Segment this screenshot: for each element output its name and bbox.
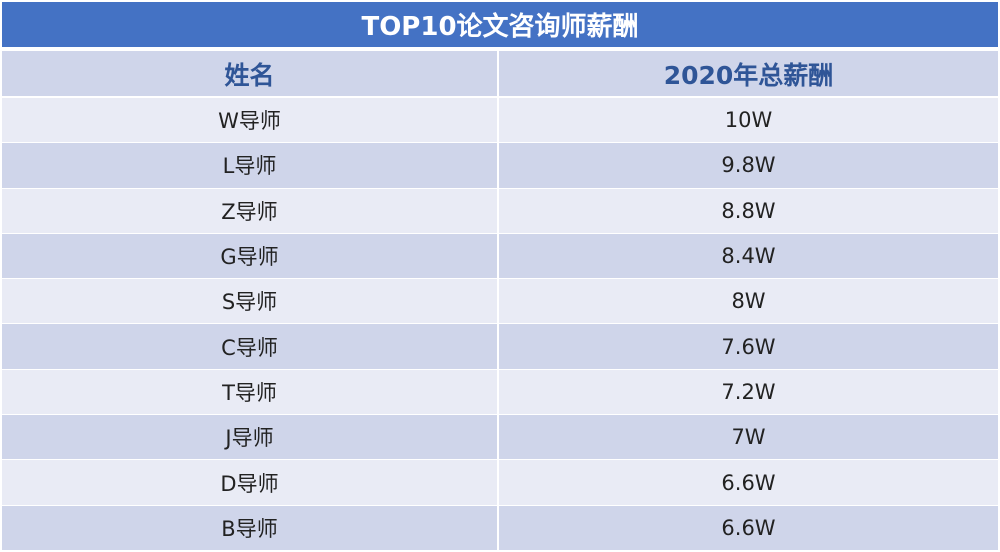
table-row: L导师 9.8W xyxy=(2,142,998,188)
cell-name: W导师 xyxy=(2,98,499,143)
cell-name: T导师 xyxy=(2,369,499,415)
cell-name: D导师 xyxy=(2,460,499,505)
cell-name: B导师 xyxy=(2,505,499,550)
table-header-row: 姓名 2020年总薪酬 xyxy=(2,51,998,96)
cell-salary: 9.8W xyxy=(499,143,998,188)
cell-name: S导师 xyxy=(2,279,499,324)
cell-salary: 6.6W xyxy=(499,505,998,550)
cell-name: Z导师 xyxy=(2,188,499,233)
cell-salary: 8.4W xyxy=(499,233,998,279)
cell-salary: 10W xyxy=(499,98,998,143)
table-row: S导师 8W xyxy=(2,278,998,324)
table-row: C导师 7.6W xyxy=(2,323,998,369)
cell-salary: 8W xyxy=(499,279,998,324)
table-row: T导师 7.2W xyxy=(2,368,998,415)
cell-name: L导师 xyxy=(2,143,499,188)
cell-name: C导师 xyxy=(2,324,499,369)
table-body: W导师 10W L导师 9.8W Z导师 8.8W G导师 8.4W S导师 8W C导师 7.6W T… xyxy=(2,97,998,550)
cell-salary: 7W xyxy=(499,415,998,460)
table-row: Z导师 8.8W xyxy=(2,187,998,233)
table-row: G导师 8.4W xyxy=(2,232,998,279)
cell-salary: 6.6W xyxy=(499,460,998,505)
header-name: 姓名 xyxy=(2,51,499,96)
cell-name: G导师 xyxy=(2,233,499,279)
table-title: TOP10论文咨询师薪酬 xyxy=(2,2,998,49)
table-row: W导师 10W xyxy=(2,97,998,143)
cell-salary: 8.8W xyxy=(499,188,998,233)
table-row: D导师 6.6W xyxy=(2,459,998,505)
table-row: J导师 7W xyxy=(2,414,998,460)
table-row: B导师 6.6W xyxy=(2,504,998,550)
cell-salary: 7.6W xyxy=(499,324,998,369)
header-salary: 2020年总薪酬 xyxy=(499,51,998,96)
cell-salary: 7.2W xyxy=(499,369,998,415)
cell-name: J导师 xyxy=(2,415,499,460)
